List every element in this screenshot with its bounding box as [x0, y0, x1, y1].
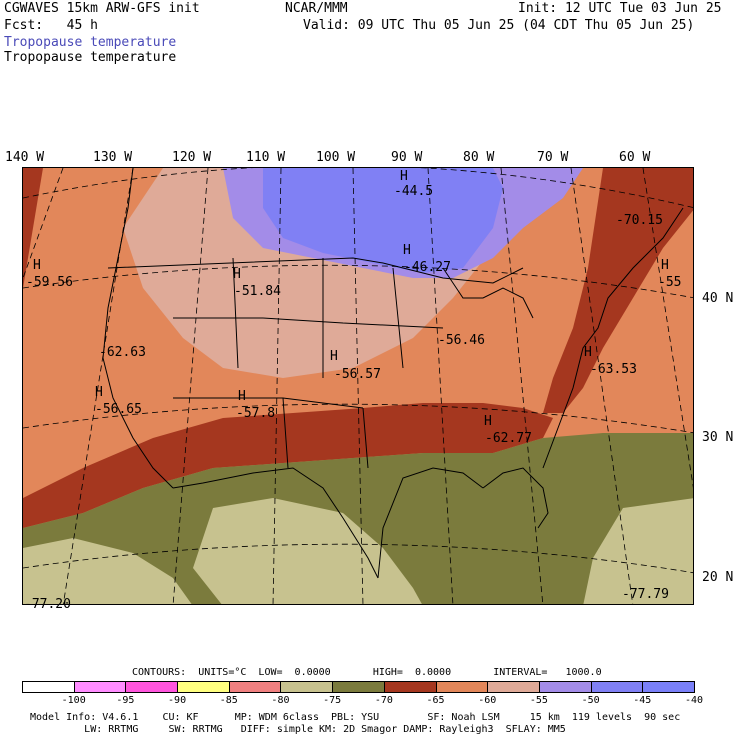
colorbar-swatch — [125, 681, 179, 693]
high-marker: H — [484, 414, 492, 429]
colorbar-swatch — [590, 681, 644, 693]
colorbar-swatch — [383, 681, 437, 693]
min-value-label: -62.77 — [485, 431, 532, 446]
colorbar-tick-label: -70 — [374, 695, 393, 706]
valid-time: Valid: 09 UTC Thu 05 Jun 25 (04 CDT Thu … — [303, 18, 695, 33]
colorbar-tick-label: -85 — [219, 695, 238, 706]
field-band-75-east — [583, 498, 693, 604]
colorbar-swatch — [228, 681, 282, 693]
high-marker: H — [661, 258, 669, 273]
min-value-label: -59.56 — [26, 275, 73, 290]
init-time: Init: 12 UTC Tue 03 Jun 25 — [518, 1, 722, 16]
colorbar-tick-label: -55 — [529, 695, 548, 706]
field-band-75-central — [193, 498, 422, 604]
model-info-line2: LW: RRTMG SW: RRTMG DIFF: simple KM: 2D … — [30, 724, 566, 735]
min-value-label: -56.65 — [95, 402, 142, 417]
colorbar-swatch — [332, 681, 385, 693]
colorbar-swatch — [642, 681, 695, 693]
model-info-line1: Model Info: V4.6.1 CU: KF MP: WDM 6class… — [30, 712, 681, 723]
colorbar-tick-label: -90 — [168, 695, 187, 706]
colorbar-tick-label: -40 — [684, 695, 704, 706]
high-marker: H — [584, 345, 592, 360]
field-band-65-east — [543, 168, 693, 413]
colorbar-tick-label: -80 — [271, 695, 290, 706]
min-value-label: -63.53 — [590, 362, 637, 377]
source-label: NCAR/MMM — [285, 1, 348, 16]
lon-label-90w: 90 W — [391, 150, 423, 165]
field-band-70 — [23, 433, 693, 604]
colorbar-swatch — [435, 681, 489, 693]
colorbar-swatch — [177, 681, 230, 693]
lon-label-60w: 60 W — [619, 150, 651, 165]
field-label-secondary: Tropopause temperature — [4, 50, 177, 65]
min-value-label: -56.46 — [438, 333, 485, 348]
lat-label-20n: 20 N — [702, 570, 734, 585]
lon-label-120w: 120 W — [172, 150, 212, 165]
min-value-label: -56.57 — [334, 367, 381, 382]
high-marker: H — [233, 267, 241, 282]
tropopause-temperature-map — [22, 167, 694, 605]
colorbar-tick-label: -45 — [633, 695, 652, 706]
field-band-75-west — [23, 538, 192, 604]
forecast-hour: Fcst: 45 h — [4, 18, 98, 33]
colorbar-swatch — [22, 681, 75, 693]
lon-label-100w: 100 W — [316, 150, 356, 165]
colorbar-tick-label: -60 — [478, 695, 497, 706]
lon-label-80w: 80 W — [463, 150, 495, 165]
high-marker: H — [400, 169, 408, 184]
high-marker: H — [33, 258, 41, 273]
lon-label-110w: 110 W — [246, 150, 286, 165]
min-value-label: -77.20 — [24, 597, 71, 612]
field-band-65-central — [23, 403, 553, 528]
colorbar-swatch — [73, 681, 127, 693]
colorbar-tick-label: °C — [726, 695, 740, 706]
lat-label-40n: 40 N — [702, 291, 734, 306]
field-label-primary: Tropopause temperature — [4, 35, 177, 50]
colorbar-swatch — [538, 681, 592, 693]
boundaries — [102, 168, 684, 579]
colorbar-tick-label: -50 — [581, 695, 600, 706]
map-canvas — [23, 168, 693, 604]
min-value-label: -70.15 — [616, 213, 663, 228]
min-value-label: -57.8 — [236, 406, 276, 421]
colorbar-swatch — [487, 681, 540, 693]
high-marker: H — [330, 349, 338, 364]
high-marker: H — [95, 385, 103, 400]
field-band-45 — [263, 168, 503, 273]
field-band-65-west — [23, 168, 43, 288]
min-value-label: -44.5 — [394, 184, 434, 199]
contour-info: CONTOURS: UNITS=°C LOW= 0.0000 HIGH= 0.0… — [132, 667, 602, 678]
lon-label-70w: 70 W — [537, 150, 569, 165]
colorbar-swatch — [280, 681, 334, 693]
min-value-label: -62.63 — [99, 345, 146, 360]
high-marker: H — [403, 243, 411, 258]
model-title: CGWAVES 15km ARW-GFS init — [4, 1, 200, 16]
min-value-label: -77.79 — [622, 587, 669, 602]
min-value-label: -46.27 — [404, 260, 451, 275]
colorbar-tick-label: -95 — [116, 695, 135, 706]
colorbar-tick-label: -65 — [426, 695, 445, 706]
min-value-label: -55 — [658, 275, 682, 290]
lon-label-130w: 130 W — [93, 150, 133, 165]
colorbar-tick-label: -75 — [323, 695, 342, 706]
colorbar-tick-label: -100 — [61, 695, 86, 706]
high-marker: H — [238, 389, 246, 404]
lon-label-140w: 140 W — [5, 150, 45, 165]
lat-label-30n: 30 N — [702, 430, 734, 445]
min-value-label: -51.84 — [234, 284, 281, 299]
